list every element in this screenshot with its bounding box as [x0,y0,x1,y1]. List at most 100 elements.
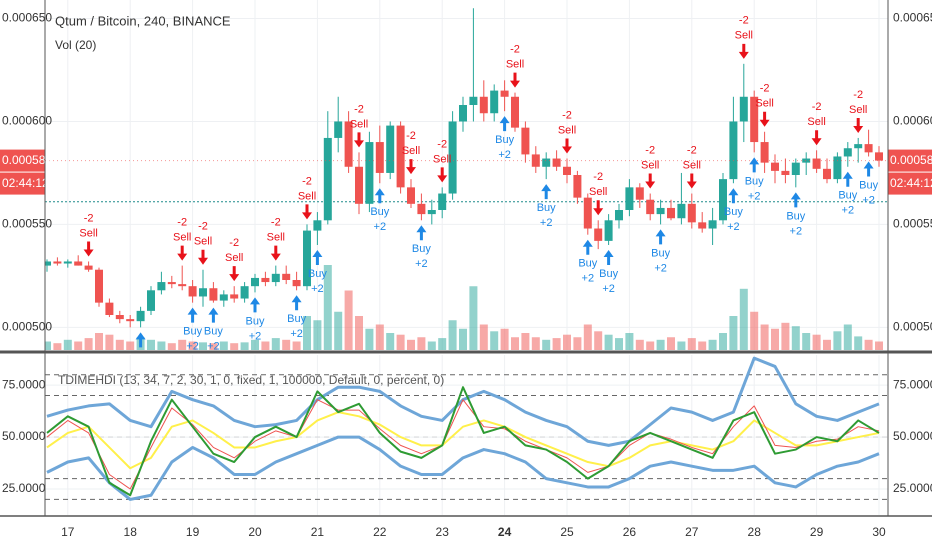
chart-title: Qtum / Bitcoin, 240, BINANCE [55,13,231,28]
sell-arrow [177,245,188,261]
sell-arrow [406,159,416,175]
volume-bar [167,343,176,350]
buy-label: Buy [412,243,431,255]
countdown-label: 02:44:12 [2,176,49,190]
indicator-line [46,435,880,501]
volume-bar [823,339,831,350]
volume-bar [854,336,863,350]
buy-label: Buy [859,179,878,191]
candle-body [500,90,509,97]
candle-body [812,158,821,169]
y-tick-label: 0.000500 [2,320,52,334]
volume-bar [240,342,249,350]
volume-bar [604,334,613,350]
candle-body [251,277,259,287]
sell-qty: -2 [437,138,447,150]
volume-bar [583,324,592,350]
candle-body [656,207,665,215]
buy-arrow [541,184,552,200]
sell-label: Sell [755,98,773,110]
volume-bar [500,328,509,350]
candle-body [157,282,166,291]
x-tick-label: 17 [61,525,75,539]
candle-body [126,319,135,322]
candle-body [864,144,873,153]
sell-label: Sell [173,231,191,243]
buy-arrow [250,297,260,313]
x-tick-label: 21 [311,525,325,539]
sell-qty: -2 [687,144,697,156]
indicator-pane [45,355,888,515]
sell-qty: -2 [739,15,749,27]
candle-body [230,294,239,299]
volume-bar [323,265,332,350]
buy-label: Buy [287,313,306,325]
last-price-box [0,149,45,172]
candle-body [583,197,592,229]
buy-arrow [842,171,853,187]
candle-body [552,158,561,167]
volume-label: Vol (20) [55,38,96,52]
volume-bar [615,338,623,350]
volume-bar [126,341,135,350]
volume-bar [271,338,280,350]
volume-bar [698,341,707,350]
buy-qty: +2 [311,283,324,295]
candle-body [136,310,145,322]
candle-body [833,156,842,180]
candle-body [719,179,727,221]
candle-body [147,290,155,311]
x-tick-label: 22 [373,525,387,539]
x-tick-label: 26 [623,525,637,539]
buy-label: Buy [370,206,389,218]
volume-bar [147,339,155,350]
candle-body [750,96,759,143]
buy-qty: +2 [374,221,387,233]
candle-body [760,142,769,163]
sell-arrow [759,111,770,127]
candle-body [875,152,883,161]
buy-arrow [374,188,385,204]
candle-body [417,203,426,215]
candle-body [615,210,623,221]
y-tick-label: 0.000600 [2,114,52,128]
volume-bar [334,311,343,350]
sell-qty: -2 [84,212,94,224]
candle-body [479,96,488,114]
volume-bar [864,339,873,350]
volume-bar [563,334,571,350]
volume-bar [594,331,603,350]
candle-body [407,187,415,204]
y-tick-label: 0.000500 [893,320,932,334]
y-tick-label: 75.0000 [893,377,932,391]
volume-bar [355,316,363,350]
volume-bar [396,334,405,350]
sell-arrow [645,173,656,189]
buy-arrow [208,307,219,323]
axes: 0.000500 0.000500 0.000550 0.000550 0.000600… [0,11,932,539]
y-tick-label: 0.000600 [893,114,932,128]
sell-label: Sell [807,116,825,128]
buy-arrow [790,192,801,208]
candle-body [646,199,655,215]
buy-qty: +2 [727,221,740,233]
candle-body [698,222,707,229]
candle-body [823,168,831,180]
volume-bar [157,341,166,350]
candle-body [791,162,800,175]
countdown-label: 02:44:12 [890,176,932,190]
buy-arrow [416,225,427,241]
sell-qty: -2 [406,130,416,142]
volume-bar [635,339,644,350]
buy-arrow [135,332,146,348]
candle-body [843,148,852,157]
sell-qty: -2 [510,44,520,56]
buy-qty: +2 [249,330,262,342]
volume-bar [739,288,748,350]
buy-label: Buy [495,134,514,146]
candle-body [594,228,603,241]
volume-bar [677,341,686,350]
sell-label: Sell [194,236,212,248]
candle-body [105,302,114,315]
volume-bar [282,339,291,350]
